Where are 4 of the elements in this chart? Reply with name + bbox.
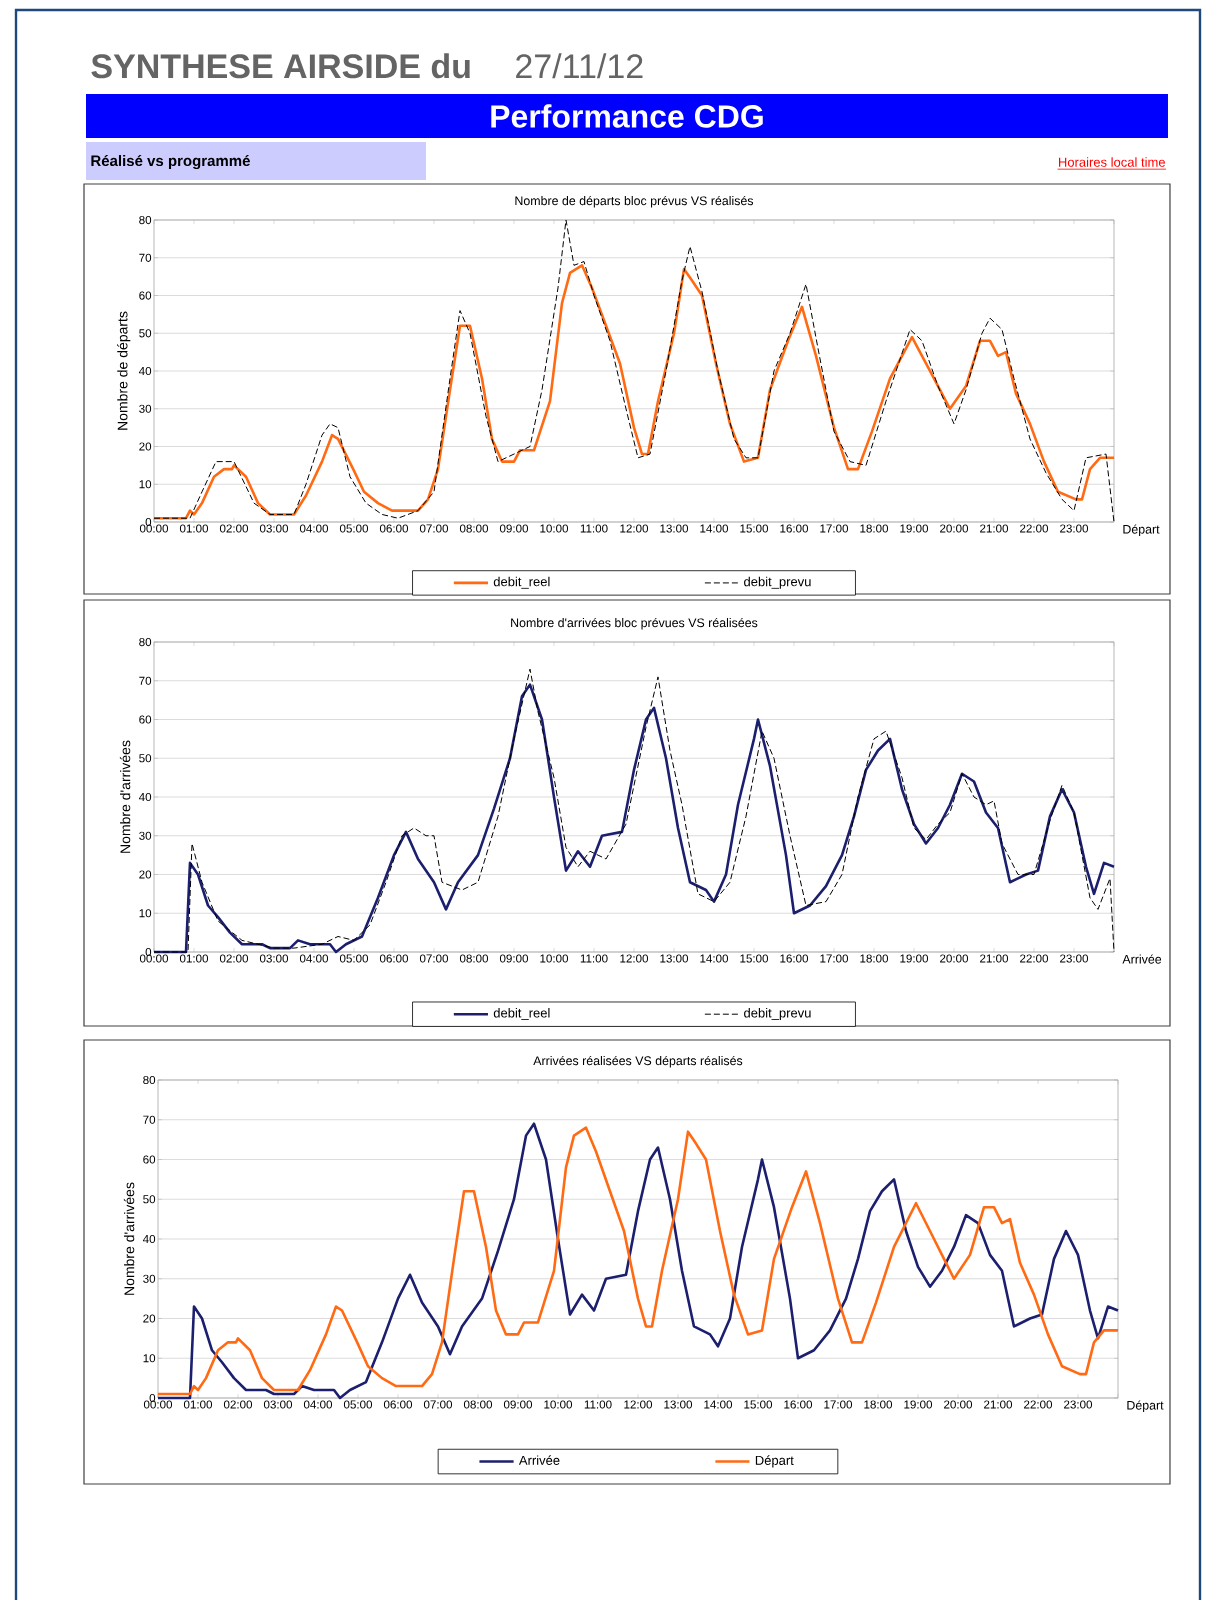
line-series xyxy=(153,219,1115,523)
text: Performance CDG xyxy=(491,104,763,128)
text: SYNTHESE AIRSIDE du xyxy=(91,53,470,79)
text: 27/11/12 xyxy=(516,53,643,79)
